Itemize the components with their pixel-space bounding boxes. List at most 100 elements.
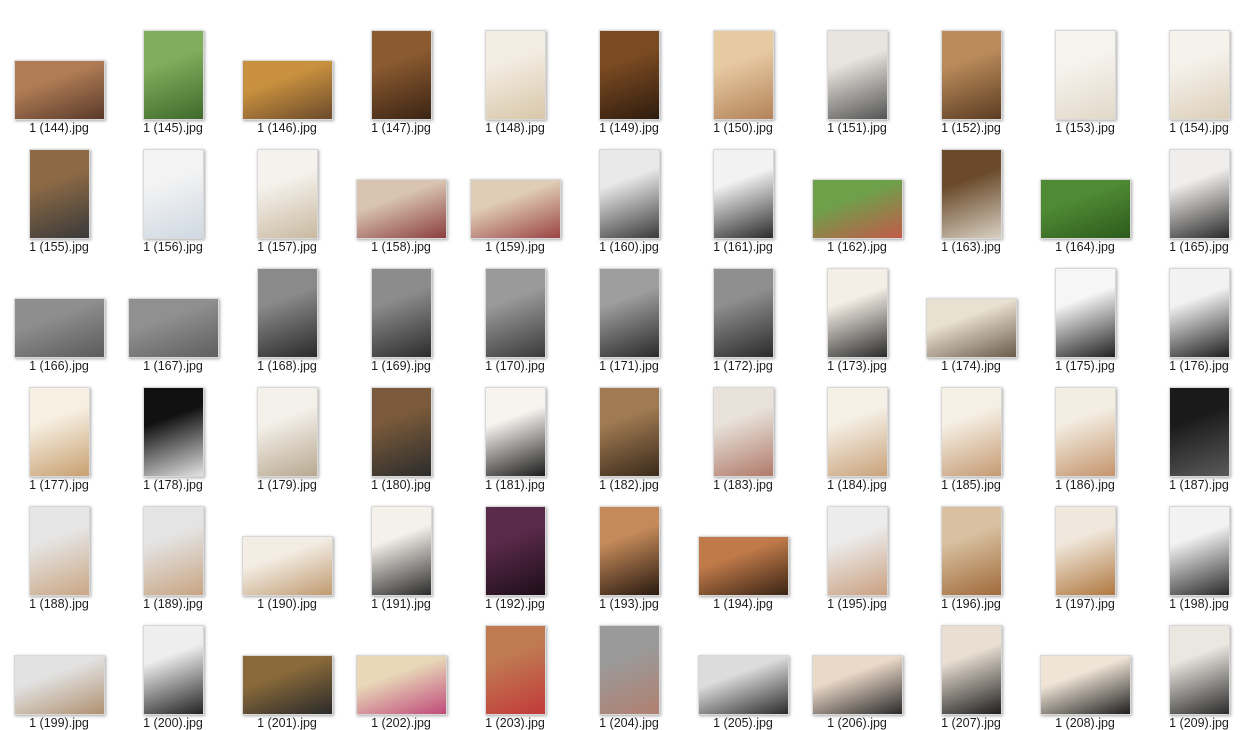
file-item[interactable]: 1 (159).jpg: [458, 131, 572, 254]
file-item[interactable]: 1 (207).jpg: [914, 607, 1028, 730]
image-thumbnail[interactable]: [484, 625, 546, 715]
file-item[interactable]: 1 (181).jpg: [458, 369, 572, 492]
file-item[interactable]: 1 (144).jpg: [2, 12, 116, 135]
image-thumbnail[interactable]: [142, 506, 204, 596]
image-thumbnail[interactable]: [940, 625, 1002, 715]
file-item[interactable]: 1 (183).jpg: [686, 369, 800, 492]
file-item[interactable]: 1 (163).jpg: [914, 131, 1028, 254]
file-item[interactable]: 1 (157).jpg: [230, 131, 344, 254]
image-thumbnail[interactable]: [940, 387, 1002, 477]
image-thumbnail[interactable]: [1039, 179, 1131, 239]
image-thumbnail[interactable]: [598, 30, 660, 120]
file-item[interactable]: 1 (148).jpg: [458, 12, 572, 135]
file-item[interactable]: 1 (201).jpg: [230, 607, 344, 730]
file-item[interactable]: 1 (151).jpg: [800, 12, 914, 135]
file-item[interactable]: 1 (200).jpg: [116, 607, 230, 730]
image-thumbnail[interactable]: [370, 506, 432, 596]
image-thumbnail[interactable]: [13, 655, 105, 715]
file-item[interactable]: 1 (206).jpg: [800, 607, 914, 730]
file-item[interactable]: 1 (161).jpg: [686, 131, 800, 254]
image-thumbnail[interactable]: [712, 268, 774, 358]
image-thumbnail[interactable]: [484, 387, 546, 477]
image-thumbnail[interactable]: [13, 60, 105, 120]
file-item[interactable]: 1 (156).jpg: [116, 131, 230, 254]
image-thumbnail[interactable]: [925, 298, 1017, 358]
image-thumbnail[interactable]: [598, 268, 660, 358]
file-item[interactable]: 1 (169).jpg: [344, 250, 458, 373]
image-thumbnail[interactable]: [256, 387, 318, 477]
image-thumbnail[interactable]: [811, 179, 903, 239]
file-item[interactable]: 1 (197).jpg: [1028, 488, 1142, 611]
file-item[interactable]: 1 (205).jpg: [686, 607, 800, 730]
file-item[interactable]: 1 (175).jpg: [1028, 250, 1142, 373]
image-thumbnail[interactable]: [712, 30, 774, 120]
image-thumbnail[interactable]: [469, 179, 561, 239]
file-item[interactable]: 1 (168).jpg: [230, 250, 344, 373]
image-thumbnail[interactable]: [142, 30, 204, 120]
image-thumbnail[interactable]: [1054, 387, 1116, 477]
image-thumbnail[interactable]: [28, 506, 90, 596]
image-thumbnail[interactable]: [598, 625, 660, 715]
file-item[interactable]: 1 (178).jpg: [116, 369, 230, 492]
file-item[interactable]: 1 (187).jpg: [1142, 369, 1241, 492]
file-item[interactable]: 1 (147).jpg: [344, 12, 458, 135]
file-item[interactable]: 1 (186).jpg: [1028, 369, 1142, 492]
file-item[interactable]: 1 (190).jpg: [230, 488, 344, 611]
file-item[interactable]: 1 (203).jpg: [458, 607, 572, 730]
file-item[interactable]: 1 (194).jpg: [686, 488, 800, 611]
file-item[interactable]: 1 (153).jpg: [1028, 12, 1142, 135]
file-item[interactable]: 1 (158).jpg: [344, 131, 458, 254]
file-item[interactable]: 1 (188).jpg: [2, 488, 116, 611]
file-item[interactable]: 1 (185).jpg: [914, 369, 1028, 492]
image-thumbnail[interactable]: [1039, 655, 1131, 715]
file-item[interactable]: 1 (180).jpg: [344, 369, 458, 492]
file-item[interactable]: 1 (160).jpg: [572, 131, 686, 254]
image-thumbnail[interactable]: [1054, 506, 1116, 596]
file-item[interactable]: 1 (166).jpg: [2, 250, 116, 373]
image-thumbnail[interactable]: [484, 506, 546, 596]
image-thumbnail[interactable]: [13, 298, 105, 358]
file-item[interactable]: 1 (162).jpg: [800, 131, 914, 254]
image-thumbnail[interactable]: [142, 625, 204, 715]
image-thumbnail[interactable]: [697, 655, 789, 715]
image-thumbnail[interactable]: [940, 30, 1002, 120]
image-thumbnail[interactable]: [1168, 506, 1230, 596]
image-thumbnail[interactable]: [940, 149, 1002, 239]
file-item[interactable]: 1 (177).jpg: [2, 369, 116, 492]
file-item[interactable]: 1 (173).jpg: [800, 250, 914, 373]
file-item[interactable]: 1 (152).jpg: [914, 12, 1028, 135]
image-thumbnail[interactable]: [370, 268, 432, 358]
file-item[interactable]: 1 (195).jpg: [800, 488, 914, 611]
file-item[interactable]: 1 (192).jpg: [458, 488, 572, 611]
file-item[interactable]: 1 (198).jpg: [1142, 488, 1241, 611]
image-thumbnail[interactable]: [142, 149, 204, 239]
image-thumbnail[interactable]: [241, 536, 333, 596]
file-item[interactable]: 1 (184).jpg: [800, 369, 914, 492]
image-thumbnail[interactable]: [256, 268, 318, 358]
file-item[interactable]: 1 (193).jpg: [572, 488, 686, 611]
image-thumbnail[interactable]: [1168, 387, 1230, 477]
file-item[interactable]: 1 (172).jpg: [686, 250, 800, 373]
image-thumbnail[interactable]: [826, 30, 888, 120]
file-item[interactable]: 1 (208).jpg: [1028, 607, 1142, 730]
image-thumbnail[interactable]: [598, 149, 660, 239]
image-thumbnail[interactable]: [28, 387, 90, 477]
image-thumbnail[interactable]: [826, 506, 888, 596]
image-thumbnail[interactable]: [712, 387, 774, 477]
file-item[interactable]: 1 (196).jpg: [914, 488, 1028, 611]
image-thumbnail[interactable]: [355, 179, 447, 239]
image-thumbnail[interactable]: [142, 387, 204, 477]
image-thumbnail[interactable]: [1168, 625, 1230, 715]
image-thumbnail[interactable]: [1168, 268, 1230, 358]
image-thumbnail[interactable]: [1054, 268, 1116, 358]
image-thumbnail[interactable]: [940, 506, 1002, 596]
image-thumbnail[interactable]: [370, 30, 432, 120]
file-item[interactable]: 1 (174).jpg: [914, 250, 1028, 373]
file-item[interactable]: 1 (189).jpg: [116, 488, 230, 611]
file-item[interactable]: 1 (145).jpg: [116, 12, 230, 135]
image-thumbnail[interactable]: [1054, 30, 1116, 120]
image-thumbnail[interactable]: [811, 655, 903, 715]
file-item[interactable]: 1 (167).jpg: [116, 250, 230, 373]
image-thumbnail[interactable]: [697, 536, 789, 596]
image-thumbnail[interactable]: [826, 268, 888, 358]
